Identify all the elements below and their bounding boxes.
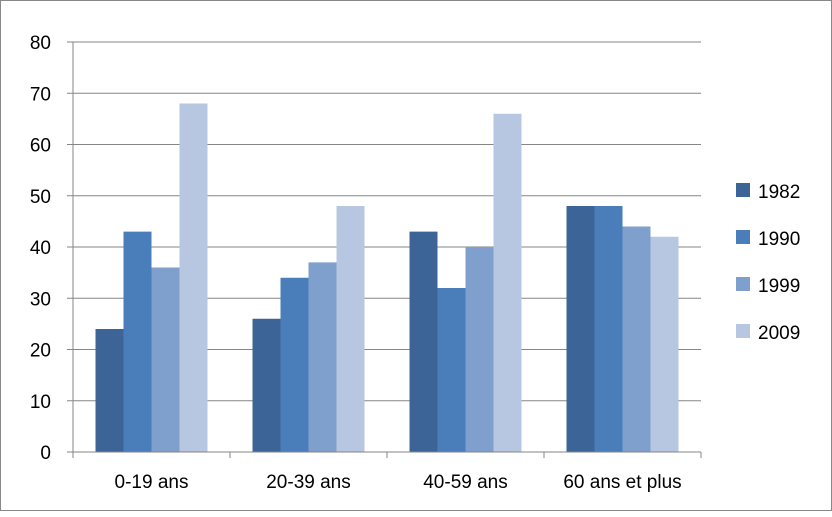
axes: 0 10 20 30 40 50 60 70 80 0-19 ans 20-39 ans 40-59 …: [30, 33, 702, 493]
bar-2009-0-19-ans: [179, 103, 208, 452]
y-tick-label: 20: [30, 341, 51, 362]
legend-swatch-1999: [736, 277, 750, 291]
legend-label: 1999: [758, 276, 800, 297]
x-tick-label: 0-19 ans: [115, 472, 189, 493]
bar-1999-40-59-ans: [465, 247, 494, 452]
y-tick-label: 40: [30, 238, 51, 259]
bar-1990-0-19-ans: [123, 231, 152, 452]
y-tick-label: 60: [30, 136, 51, 157]
y-tick-label: 50: [30, 187, 51, 208]
legend-swatch-1990: [736, 230, 750, 244]
bar-1999-60-ans-et-plus: [622, 226, 651, 452]
bar-2009-40-59-ans: [493, 113, 522, 452]
bar-1990-20-39-ans: [280, 277, 309, 452]
bar-2009-60-ans-et-plus: [650, 236, 679, 452]
legend-label: 1990: [758, 229, 800, 250]
bar-1999-20-39-ans: [308, 262, 337, 452]
y-tick-label: 80: [30, 33, 51, 54]
bar-1982-0-19-ans: [95, 329, 124, 452]
bars: [95, 103, 679, 452]
y-tick-label: 70: [30, 84, 51, 105]
x-tick-label: 20-39 ans: [266, 472, 351, 493]
bar-1990-40-59-ans: [437, 288, 466, 452]
legend-label: 1982: [758, 182, 800, 203]
legend-swatch-2009: [736, 324, 750, 338]
y-tick-label: 0: [40, 443, 51, 464]
y-tick-label: 10: [30, 392, 51, 413]
bar-1999-0-19-ans: [151, 267, 180, 452]
bar-2009-20-39-ans: [336, 206, 365, 452]
bar-1982-20-39-ans: [252, 318, 281, 452]
x-tick-label: 40-59 ans: [423, 472, 508, 493]
x-tick-label: 60 ans et plus: [563, 472, 681, 493]
y-tick-label: 30: [30, 289, 51, 310]
legend-swatch-1982: [736, 183, 750, 197]
legend-label: 2009: [758, 323, 800, 344]
bar-1982-40-59-ans: [409, 231, 438, 452]
bar-1990-60-ans-et-plus: [594, 206, 623, 452]
bar-1982-60-ans-et-plus: [566, 206, 595, 452]
legend: 1982 1990 1999 2009: [736, 182, 800, 344]
